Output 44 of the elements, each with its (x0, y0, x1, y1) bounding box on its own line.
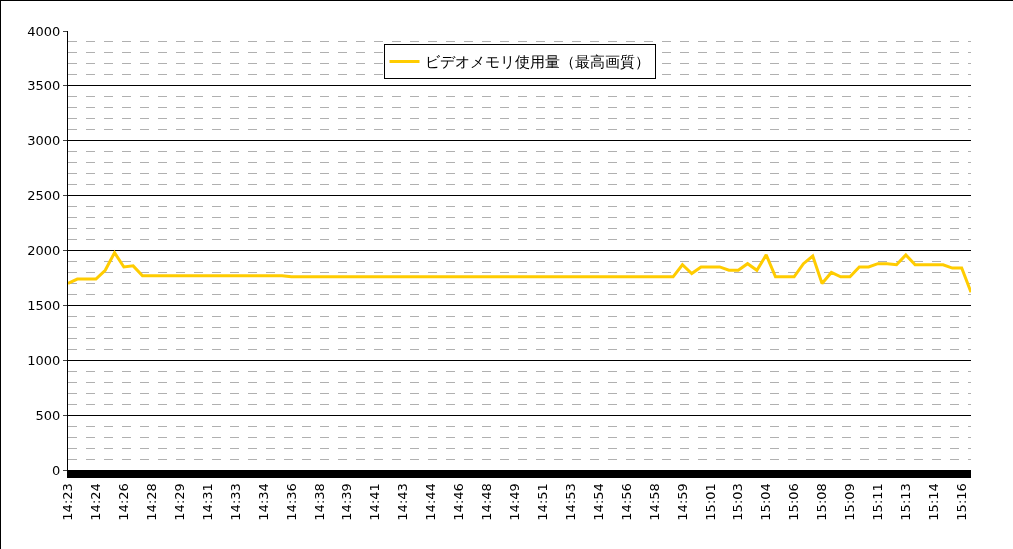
line-series (68, 251, 971, 294)
y-tick-label: 4000 (27, 23, 61, 39)
x-tick-label: 15:09 (842, 483, 858, 521)
x-tick-label: 15:06 (786, 483, 802, 521)
y-tick-label: 2500 (27, 188, 61, 204)
legend-label: ビデオメモリ使用量（最高画質） (424, 53, 650, 72)
x-tick-label: 14:28 (144, 483, 160, 521)
y-tick-label: 3000 (27, 133, 61, 149)
x-tick-label: 14:49 (507, 483, 523, 521)
x-tick-label: 15:13 (898, 483, 914, 521)
x-tick-label: 15:03 (730, 483, 746, 521)
y-tick-label: 1500 (27, 297, 61, 313)
x-tick-label: 15:04 (758, 483, 774, 521)
x-tick-label: 14:54 (590, 483, 606, 521)
x-tick-label: 15:11 (870, 483, 886, 521)
x-tick-label: 14:51 (534, 483, 550, 521)
x-tick-label: 14:56 (618, 483, 634, 521)
x-tick-label: 14:38 (311, 483, 327, 521)
x-tick-label: 15:16 (953, 483, 969, 521)
x-tick-label: 15:08 (814, 483, 830, 521)
x-tick-label: 14:23 (60, 483, 76, 521)
x-tick-label: 14:59 (674, 483, 690, 521)
x-tick-label: 14:39 (339, 483, 355, 521)
x-tick-label: 14:31 (199, 483, 215, 521)
x-tick-label: 14:33 (227, 483, 243, 521)
y-tick-label: 0 (52, 462, 61, 478)
x-tick-label: 14:36 (283, 483, 299, 521)
y-tick-label: 3500 (27, 78, 61, 94)
x-tick-label: 14:58 (646, 483, 662, 521)
y-tick-label: 500 (35, 407, 61, 423)
x-tick-label: 14:26 (116, 483, 132, 521)
x-tick-label: 15:01 (702, 483, 718, 521)
x-tick-label: 14:53 (562, 483, 578, 521)
y-tick-label: 2000 (27, 243, 61, 259)
x-tick-label: 14:34 (255, 483, 271, 521)
x-tick-label: 14:48 (479, 483, 495, 521)
x-tick-label: 14:43 (395, 483, 411, 521)
x-tick-label: 14:46 (451, 483, 467, 521)
y-tick-label: 1000 (27, 352, 61, 368)
x-tick-label: 14:29 (171, 483, 187, 521)
x-tick-label: 15:14 (925, 483, 941, 521)
x-tick-label: 14:24 (88, 483, 104, 521)
x-tick-label: 14:41 (367, 483, 383, 521)
x-tick-label: 14:44 (423, 483, 439, 521)
